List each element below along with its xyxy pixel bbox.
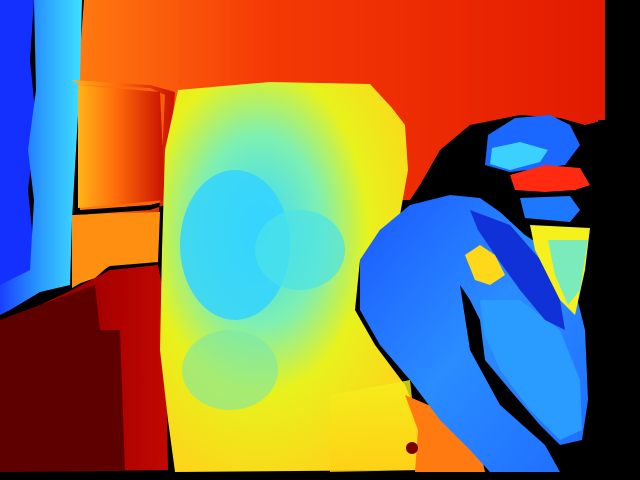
upper-hand-highlight — [490, 142, 548, 170]
hand-blue-bar — [520, 196, 580, 222]
door-frame-upper — [78, 85, 165, 208]
left-near-object — [0, 0, 36, 290]
arm-highlight — [480, 300, 582, 440]
lower-right-dark-dot — [406, 442, 418, 454]
arm-dark-stripe — [470, 210, 565, 330]
left-near-object-light — [0, 0, 82, 315]
board-cyan-patch-2 — [255, 210, 345, 290]
invalid-region-right — [598, 120, 640, 480]
door-frame-lower — [72, 212, 160, 288]
finger-yellow — [465, 245, 505, 285]
lower-right-floor — [405, 395, 485, 472]
finger-cyan — [548, 240, 588, 305]
board-cyan-patch — [180, 170, 290, 320]
floor-shadow — [0, 285, 125, 472]
board-cyan-patch-3 — [182, 330, 278, 410]
board-lower-edge — [330, 380, 420, 472]
upper-hand-red — [510, 165, 590, 192]
